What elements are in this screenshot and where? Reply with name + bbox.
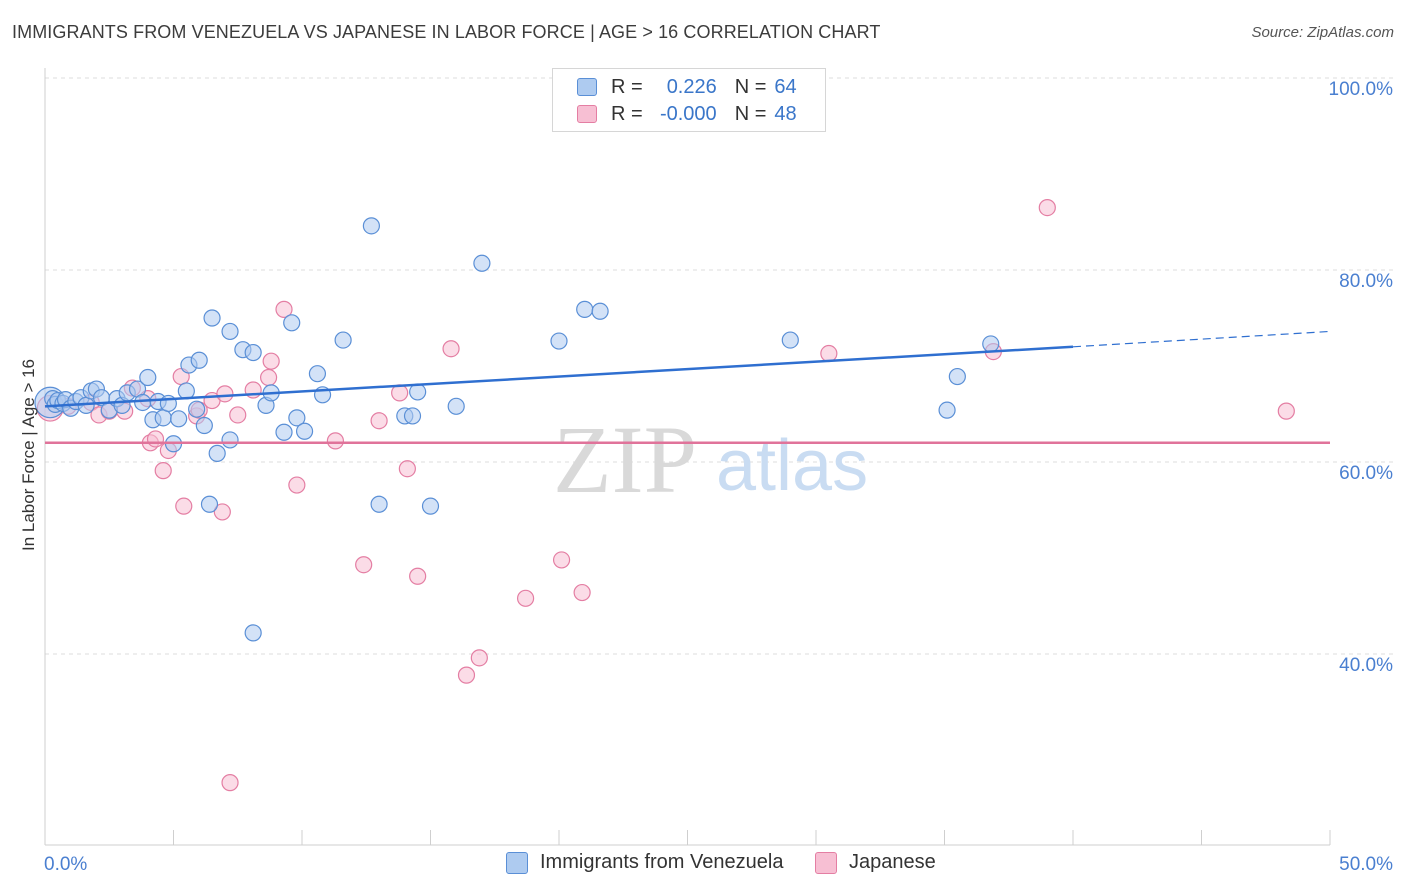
venezuela-point (403, 407, 422, 425)
y-tick-label: 60.0% (1339, 463, 1393, 484)
japanese-point (820, 344, 838, 363)
japanese-point (275, 300, 293, 318)
venezuela-point (139, 368, 157, 387)
tick-labels: 100.0% 80.0% 60.0% 40.0% 0.0% 50.0% (44, 79, 1393, 875)
source-credit: Source: ZipAtlas.com (1251, 24, 1394, 41)
venezuela-point (203, 309, 221, 327)
japanese-point (355, 556, 373, 574)
japanese-point (552, 551, 571, 569)
venezuela-point (362, 217, 380, 235)
japanese-point (516, 589, 535, 607)
bottom-legend-label: Immigrants from Venezuela (540, 851, 784, 873)
venezuela-point (170, 410, 188, 428)
legend-r-value: -0.000 (659, 102, 717, 125)
japanese-point (154, 462, 172, 480)
y-tick-label: 100.0% (1329, 79, 1394, 100)
japanese-point (1038, 199, 1056, 217)
venezuela-point (188, 400, 206, 418)
japanese-point (229, 406, 247, 424)
venezuela-point (275, 423, 293, 441)
legend-row-venezuela: R = 0.226 N = 64 (577, 74, 797, 100)
japanese-point (370, 412, 388, 430)
x-tick-label: 50.0% (1339, 854, 1393, 875)
venezuela-point (948, 367, 966, 386)
venezuela-point (421, 497, 440, 515)
axes (44, 68, 1331, 846)
venezuela-point (370, 495, 388, 513)
japanese-point (175, 497, 193, 515)
venezuela-point (154, 409, 172, 427)
venezuela-trend-line (44, 345, 1074, 408)
japanese-point (213, 503, 231, 521)
legend-n-label: N = (734, 75, 767, 98)
venezuela-point (221, 322, 239, 341)
venezuela-point (334, 331, 352, 349)
venezuela-point (134, 393, 152, 412)
japanese-point (262, 352, 280, 370)
japanese-point (470, 649, 488, 667)
venezuela-point (283, 314, 301, 332)
venezuela-point (781, 331, 799, 349)
venezuela-point (295, 422, 314, 440)
venezuela-point (550, 332, 568, 350)
japanese-point (442, 340, 460, 358)
japanese-point (573, 583, 591, 602)
japanese-point (457, 666, 476, 684)
legend-r-value: 0.226 (666, 75, 717, 98)
venezuela-point (308, 365, 327, 383)
japanese-point (409, 567, 427, 585)
venezuela-point (190, 351, 208, 369)
chart-title: IMMIGRANTS FROM VENEZUELA VS JAPANESE IN… (12, 22, 881, 42)
venezuela-point (576, 300, 594, 318)
y-tick-label: 40.0% (1339, 655, 1393, 676)
venezuela-point (591, 302, 609, 320)
legend-r-label: R = (611, 75, 643, 98)
legend-n-value: 64 (774, 75, 797, 98)
watermark-zip: ZIP (553, 406, 697, 513)
venezuela-point (938, 401, 956, 419)
venezuela-trend-extension (1072, 330, 1331, 348)
legend-n-value: 48 (774, 102, 797, 125)
legend-n-label: N = (734, 102, 767, 125)
japanese-point (146, 430, 165, 448)
venezuela-point (208, 444, 226, 462)
bottom-legend-swatch-blue (506, 851, 528, 874)
venezuela-point (195, 416, 213, 435)
y-tick-label: 80.0% (1339, 271, 1393, 292)
bottom-legend-swatch-pink (815, 851, 837, 874)
bottom-legend-japanese: Japanese (815, 851, 936, 874)
japanese-point (1277, 402, 1295, 420)
venezuela-point (221, 431, 239, 449)
watermark: ZIP atlas (553, 406, 868, 513)
legend-r-label: R = (611, 102, 643, 125)
japanese-point (259, 368, 278, 387)
correlation-legend: R = 0.226 N = 64 R = -0.000 N = 48 (552, 68, 826, 132)
venezuela-point (447, 397, 465, 415)
venezuela-points (34, 217, 1000, 642)
venezuela-point (473, 254, 491, 272)
bottom-legend-label: Japanese (849, 851, 936, 873)
trend-lines (44, 330, 1331, 445)
venezuela-point (244, 624, 262, 642)
x-tick-label: 0.0% (44, 854, 87, 875)
japanese-point (398, 460, 416, 478)
venezuela-point (288, 409, 306, 427)
bottom-legend-venezuela: Immigrants from Venezuela (506, 851, 783, 874)
watermark-atlas: atlas (716, 426, 868, 506)
venezuela-point (200, 495, 219, 513)
venezuela-point (244, 343, 262, 362)
y-axis-label: In Labor Force | Age > 16 (19, 359, 38, 551)
legend-swatch-blue (577, 78, 597, 96)
japanese-point (216, 385, 234, 403)
japanese-point (221, 774, 239, 792)
legend-row-japanese: R = -0.000 N = 48 (577, 101, 797, 127)
legend-swatch-pink (577, 105, 597, 123)
japanese-point (326, 432, 345, 450)
venezuela-point (982, 335, 1000, 353)
japanese-point (288, 476, 306, 494)
